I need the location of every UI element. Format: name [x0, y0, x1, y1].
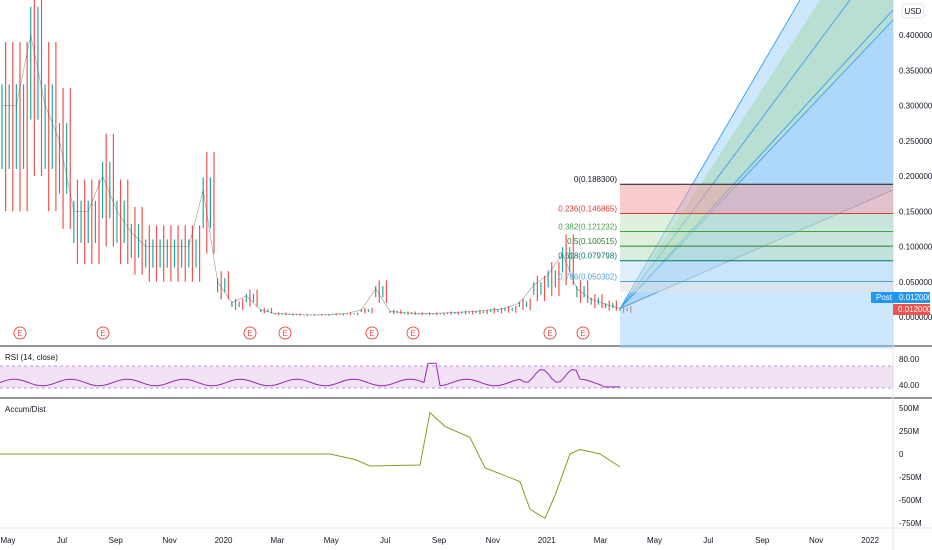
time-tick: 2021	[538, 536, 556, 545]
price-tick: 0.250000	[899, 137, 932, 146]
earnings-marker[interactable]	[365, 326, 379, 340]
fib-zone	[620, 260, 893, 282]
price-line	[2, 34, 621, 316]
ad-tick: 500M	[899, 404, 919, 413]
price-tick: 0.150000	[899, 207, 932, 216]
fib-level-label: 0.5(0.100515)	[567, 237, 617, 246]
currency-badge[interactable]	[901, 3, 925, 19]
time-tick: Sep	[755, 536, 770, 545]
fib-zone	[620, 213, 893, 232]
time-tick: May	[324, 536, 339, 545]
fib-zone	[620, 246, 893, 261]
price-tick: 0.400000	[899, 31, 932, 40]
time-tick: Nov	[163, 536, 177, 545]
fib-fan[interactable]	[619, 0, 894, 349]
rsi-tick: 80.00	[899, 355, 920, 364]
price-tick: 0.200000	[899, 172, 932, 181]
post-price: 0.012000	[899, 293, 932, 302]
earnings-marker[interactable]	[278, 326, 292, 340]
price-badge-value: 0.012000	[898, 305, 932, 314]
ad-tick: -500M	[899, 496, 922, 505]
earnings-marker[interactable]	[576, 326, 590, 340]
earnings-marker[interactable]	[243, 326, 257, 340]
earnings-letter: E	[282, 329, 287, 338]
post-label: Post	[876, 293, 893, 302]
rsi-tick: 40.00	[899, 381, 920, 390]
time-tick: Sep	[109, 536, 124, 545]
time-tick: Mar	[594, 536, 608, 545]
earnings-marker[interactable]	[543, 326, 557, 340]
earnings-letter: E	[100, 329, 105, 338]
time-axis[interactable]: May Jul Sep Nov 2020 Mar May Jul Sep Nov 2021 Mar Ma…	[0, 536, 879, 545]
earnings-letter: E	[369, 329, 374, 338]
fib-level-label: 0.382(0.121232)	[558, 223, 617, 232]
rsi-title[interactable]: RSI (14, close)	[5, 353, 58, 362]
earnings-letter: E	[580, 329, 585, 338]
ad-tick: -750M	[899, 519, 922, 528]
ad-axis[interactable]: 500M 250M 0 -250M -500M -750M	[899, 404, 922, 528]
time-tick: Sep	[432, 536, 447, 545]
fib-zone	[620, 231, 893, 247]
price-badge	[893, 304, 930, 315]
earnings-marker[interactable]	[406, 326, 420, 340]
price-tick: 0.350000	[899, 66, 932, 75]
earnings-letter: E	[547, 329, 552, 338]
ad-tick: -250M	[899, 473, 922, 482]
time-tick: 2020	[215, 536, 233, 545]
ad-title[interactable]: Accum/Dist	[5, 405, 46, 414]
ad-line	[0, 411, 621, 520]
post-badge	[871, 292, 930, 303]
time-tick: Jul	[380, 536, 390, 545]
earnings-letter: E	[410, 329, 415, 338]
fib-level-label: 0.618(0.079798)	[558, 252, 617, 261]
price-bars	[1, 0, 632, 316]
rsi-band	[0, 366, 893, 388]
time-tick: Jul	[57, 536, 67, 545]
fib-zone	[620, 184, 893, 214]
fib-level-label: 0(0.188300)	[574, 175, 617, 184]
price-axis[interactable]: 0.400000 0.350000 0.300000 0.250000 0.200000…	[899, 31, 932, 322]
price-tick: 0.050000	[899, 278, 932, 287]
fib-level-label: 0.236(0.146865)	[558, 204, 617, 213]
time-tick: Nov	[486, 536, 500, 545]
time-tick: Nov	[809, 536, 823, 545]
earnings-letter: E	[247, 329, 252, 338]
earnings-marker[interactable]	[13, 326, 27, 340]
time-tick: May	[0, 536, 15, 545]
fib-zone	[620, 281, 893, 293]
fib-retracement[interactable]: 0(0.188300) 0.236(0.146865) 0.382(0.121232…	[558, 175, 893, 293]
currency-label: USD	[905, 7, 922, 16]
time-tick: Mar	[270, 536, 284, 545]
ad-tick: 250M	[899, 427, 919, 436]
time-tick: Jul	[703, 536, 713, 545]
rsi-line	[0, 362, 620, 388]
time-tick: 2022	[861, 536, 879, 545]
earnings-marker[interactable]	[96, 326, 110, 340]
price-tick: 0.000000	[899, 313, 932, 322]
earnings-letter: E	[17, 329, 22, 338]
price-tick: 0.100000	[899, 243, 932, 252]
ad-tick: 0	[899, 450, 904, 459]
fib-level-label: 0.786(0.050302)	[558, 273, 617, 282]
price-tick: 0.300000	[899, 102, 932, 111]
time-tick: May	[647, 536, 662, 545]
